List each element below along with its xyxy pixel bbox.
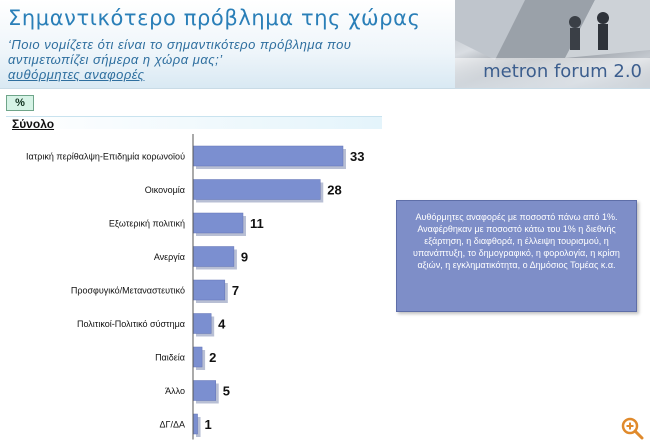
data-label: 1 <box>205 417 212 432</box>
brand-name: metron forum 2.0 <box>483 61 642 82</box>
note-box: Αυθόρμητες αναφορές με ποσοστό πάνω από … <box>396 200 637 312</box>
bar <box>192 246 235 267</box>
bar <box>192 145 344 167</box>
bar <box>192 212 244 234</box>
category-label: Παιδεία <box>155 353 185 363</box>
data-label: 7 <box>232 283 239 298</box>
category-label: Πολιτικοί-Πολιτικό σύστημα <box>77 319 185 329</box>
bar <box>192 279 226 301</box>
data-label: 2 <box>209 350 216 365</box>
data-label: 11 <box>250 216 264 231</box>
category-label: Άλλο <box>165 386 185 396</box>
bar-chart: Ιατρική περίθαλψη-Επιδημία κορωνοϊού 33 Οι… <box>26 134 364 440</box>
bar <box>192 179 321 200</box>
page-title: Σημαντικότερο πρόβλημα της χώρας <box>8 6 421 30</box>
data-label: 9 <box>241 250 248 265</box>
category-label: Προσφυγικό/Μεταναστευτικό <box>71 286 185 296</box>
category-label: ΔΓ/ΔΑ <box>160 420 185 430</box>
logo-image <box>455 0 650 60</box>
category-label: Ιατρική περίθαλψη-Επιδημία κορωνοϊού <box>26 152 185 162</box>
data-label: 28 <box>327 183 341 198</box>
results-panel-strip <box>6 116 382 129</box>
percent-button[interactable]: % <box>6 95 34 111</box>
survey-question: ‘Ποιο νομίζετε ότι είναι το σημαντικότερ… <box>8 37 352 67</box>
logo-band <box>455 58 650 88</box>
bar <box>192 380 216 401</box>
data-label: 33 <box>350 149 364 164</box>
bar <box>192 346 203 368</box>
zoom-icon[interactable] <box>620 416 644 440</box>
category-label: Ανεργία <box>154 252 185 262</box>
total-label: Σύνολο <box>12 117 55 131</box>
data-label: 4 <box>218 317 226 332</box>
header: Σημαντικότερο πρόβλημα της χώρας ‘Ποιο ν… <box>0 0 650 89</box>
category-label: Οικονομία <box>145 185 185 195</box>
bar <box>192 313 212 334</box>
category-label: Εξωτερική πολιτική <box>109 219 185 229</box>
bar <box>192 413 198 435</box>
brand-logo: metron forum 2.0 <box>455 0 650 88</box>
data-label: 5 <box>223 384 230 399</box>
bar-shadow <box>196 417 201 437</box>
subtitle-link[interactable]: αυθόρμητες αναφορές <box>8 67 145 82</box>
